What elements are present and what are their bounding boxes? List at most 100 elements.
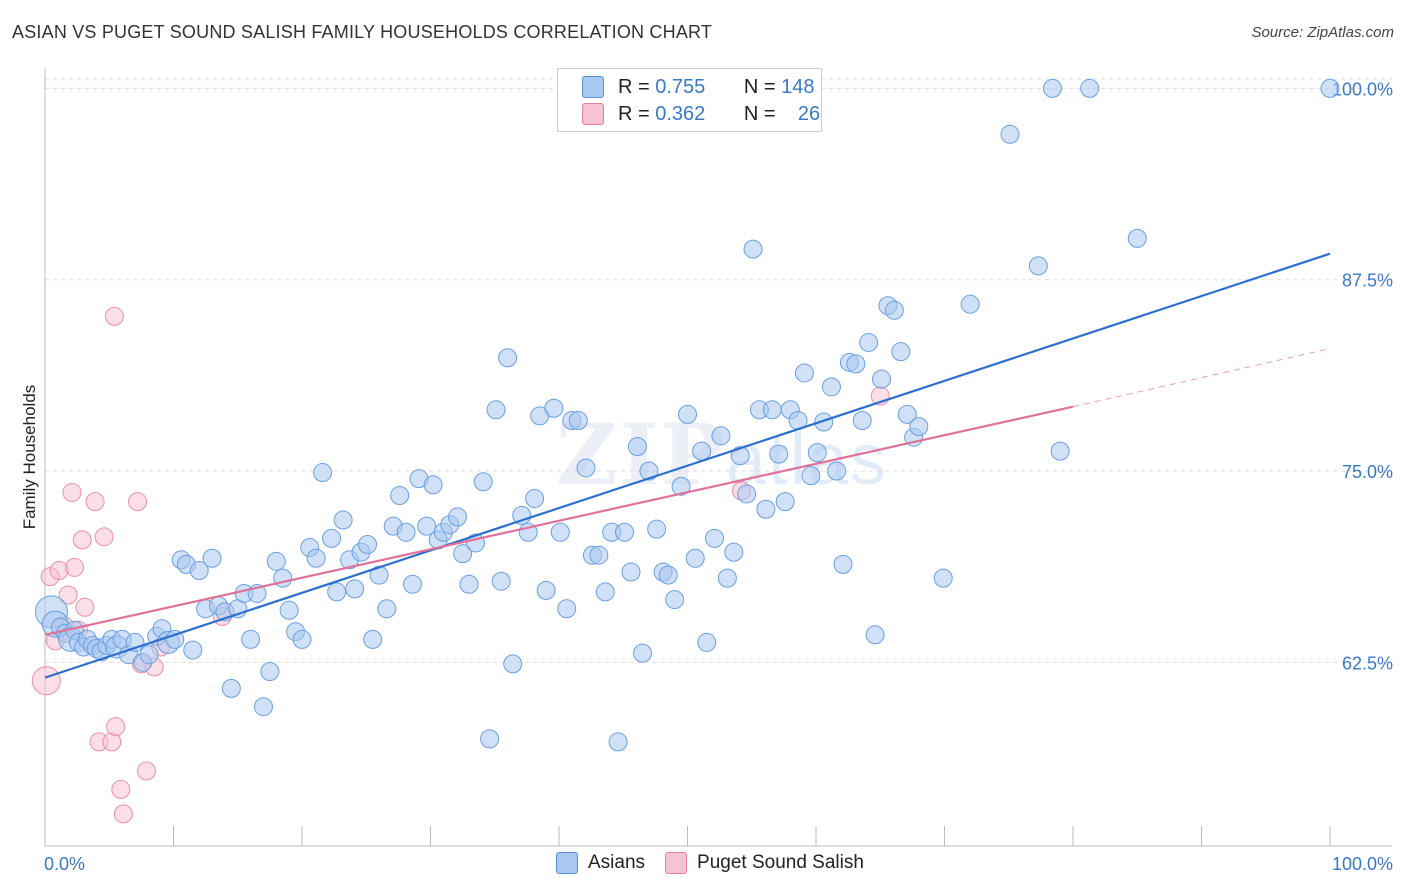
asian-point bbox=[865, 625, 885, 645]
asian-point bbox=[333, 510, 353, 530]
asian-point bbox=[846, 354, 866, 374]
asian-point bbox=[358, 534, 378, 554]
salish-point bbox=[72, 530, 92, 550]
legend-n-value-asians: 148 bbox=[781, 75, 815, 98]
asian-point bbox=[447, 507, 467, 527]
asian-point bbox=[221, 678, 241, 698]
asian-point bbox=[423, 475, 443, 495]
asian-point bbox=[872, 369, 892, 389]
salish-point bbox=[113, 804, 133, 824]
salish-point bbox=[137, 761, 157, 781]
asian-point bbox=[486, 400, 506, 420]
asian-trend-line bbox=[44, 252, 1331, 679]
salish-point bbox=[62, 482, 82, 502]
asian-point bbox=[730, 446, 750, 466]
salish-point bbox=[65, 557, 85, 577]
asian-point bbox=[189, 560, 209, 580]
asian-point bbox=[1028, 256, 1048, 276]
salish-point bbox=[31, 666, 61, 696]
asian-point bbox=[345, 579, 365, 599]
asian-point bbox=[756, 499, 776, 519]
asian-point bbox=[503, 654, 523, 674]
asian-point bbox=[363, 629, 383, 649]
asian-point bbox=[403, 574, 423, 594]
asian-point bbox=[743, 239, 763, 259]
asian-point bbox=[807, 443, 827, 463]
asian-point bbox=[704, 528, 724, 548]
asian-point bbox=[859, 332, 879, 352]
correlation-legend: R = 0.755 N = 148 R = 0.362 N = 26 bbox=[557, 68, 822, 132]
asian-point bbox=[775, 492, 795, 512]
asian-point bbox=[390, 485, 410, 505]
asian-point bbox=[801, 466, 821, 486]
asian-point bbox=[498, 348, 518, 368]
series-swatch-asians bbox=[556, 852, 578, 874]
asian-point bbox=[1050, 441, 1070, 461]
asian-point bbox=[525, 489, 545, 509]
legend-n-value-salish: 26 bbox=[797, 102, 821, 125]
series-label-salish: Puget Sound Salish bbox=[697, 852, 864, 873]
asian-point bbox=[544, 398, 564, 418]
chart-title: ASIAN VS PUGET SOUND SALISH FAMILY HOUSE… bbox=[12, 22, 713, 42]
asian-point bbox=[769, 444, 789, 464]
asian-point bbox=[639, 461, 659, 481]
asian-point bbox=[852, 411, 872, 431]
asian-point bbox=[960, 294, 980, 314]
asian-point bbox=[658, 565, 678, 585]
asian-point bbox=[473, 472, 493, 492]
y-axis-title: Family Households bbox=[20, 385, 39, 530]
asian-point bbox=[762, 400, 782, 420]
asian-point bbox=[621, 562, 641, 582]
legend-r-label: R = bbox=[618, 102, 650, 125]
asian-point bbox=[933, 568, 953, 588]
asian-point bbox=[183, 640, 203, 660]
asian-point bbox=[692, 441, 712, 461]
asian-point bbox=[241, 629, 261, 649]
asian-point bbox=[665, 590, 685, 610]
x-tick-label: 0.0% bbox=[44, 854, 85, 874]
asian-point bbox=[576, 458, 596, 478]
asian-point bbox=[292, 629, 312, 649]
asian-point bbox=[608, 732, 628, 752]
salish-point bbox=[85, 492, 105, 512]
asian-point bbox=[589, 545, 609, 565]
asian-point bbox=[279, 600, 299, 620]
salish-point bbox=[106, 717, 126, 737]
y-tick-label: 75.0% bbox=[1342, 462, 1393, 482]
legend-n-label: N = bbox=[743, 102, 776, 125]
asian-point bbox=[671, 476, 691, 496]
salish-point bbox=[49, 560, 69, 580]
asian-point bbox=[1320, 78, 1340, 98]
series-legend-asians[interactable]: Asians bbox=[556, 852, 645, 874]
asian-point bbox=[491, 571, 511, 591]
legend-swatch-asians bbox=[582, 76, 604, 98]
asian-point bbox=[1042, 78, 1062, 98]
series-legend-salish[interactable]: Puget Sound Salish bbox=[665, 852, 864, 874]
asian-point bbox=[417, 516, 437, 536]
asian-point bbox=[827, 461, 847, 481]
asian-point bbox=[633, 643, 653, 663]
asian-point bbox=[369, 565, 389, 585]
asian-point bbox=[685, 548, 705, 568]
asian-point bbox=[724, 542, 744, 562]
salish-trend-line bbox=[44, 405, 1074, 636]
asian-point bbox=[884, 300, 904, 320]
asian-point bbox=[678, 404, 697, 424]
asian-point bbox=[139, 645, 159, 665]
salish-point bbox=[58, 585, 78, 605]
asian-point bbox=[266, 551, 286, 571]
salish-trend-extension bbox=[1072, 348, 1331, 408]
asian-point bbox=[260, 662, 280, 682]
asian-point bbox=[453, 544, 473, 564]
series-legend: Asians Puget Sound Salish bbox=[556, 852, 884, 874]
salish-point bbox=[111, 779, 131, 799]
asian-point bbox=[557, 599, 577, 619]
legend-swatch-salish bbox=[582, 103, 604, 125]
salish-point bbox=[128, 492, 148, 512]
salish-point bbox=[104, 306, 124, 326]
asian-point bbox=[550, 522, 570, 542]
x-tick-label: 100.0% bbox=[1332, 854, 1393, 874]
asian-point bbox=[322, 528, 342, 548]
legend-row-asians: R = 0.755 N = 148 bbox=[582, 74, 815, 100]
